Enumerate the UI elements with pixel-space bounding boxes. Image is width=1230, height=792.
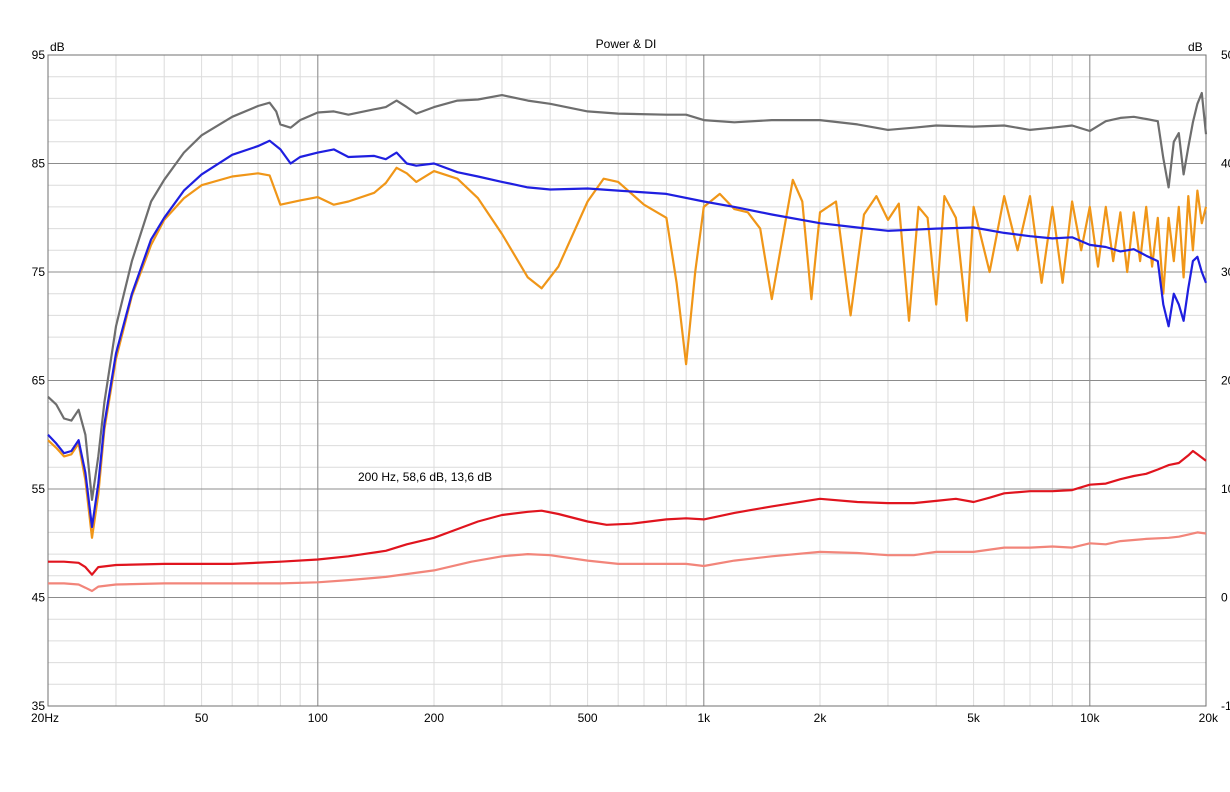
series-line-1 (47, 139, 1208, 529)
series-layer (47, 91, 1208, 593)
x-tick-label: 2k (814, 711, 828, 725)
x-tick-label: 200 (424, 711, 444, 725)
series-line-4 (48, 531, 1207, 593)
y-left-tick-label: 75 (32, 265, 46, 279)
plot-frame (47, 54, 1207, 707)
series-line-3 (48, 449, 1207, 576)
y-right-tick-label: 40 (1221, 157, 1230, 171)
x-tick-label: 1k (697, 711, 711, 725)
chart-title: Power & DI (596, 37, 657, 51)
tick-labels: 20Hz 50 100 200 500 1k 2k 5k 10k 20k3545556575859… (31, 48, 1230, 725)
y-right-tick-label: 30 (1221, 265, 1230, 279)
y-right-tick-label: 0 (1221, 591, 1228, 605)
x-tick-label: 5k (967, 711, 981, 725)
y-left-tick-label: 85 (32, 157, 46, 171)
x-tick-label: 100 (308, 711, 328, 725)
y-left-tick-label: 95 (32, 48, 46, 62)
y-left-tick-label: 35 (32, 699, 46, 713)
x-tick-label: 10k (1080, 711, 1100, 725)
y-right-tick-label: 50 (1221, 48, 1230, 62)
x-tick-label: 50 (195, 711, 209, 725)
series-line-0 (47, 91, 1208, 501)
x-tick-label: 500 (578, 711, 598, 725)
y-right-tick-label: 10 (1221, 482, 1230, 496)
series-line-2 (47, 166, 1208, 539)
y-left-tick-label: 45 (32, 591, 46, 605)
right-axis-unit: dB (1188, 40, 1203, 54)
y-left-tick-label: 65 (32, 374, 46, 388)
left-axis-unit: dB (50, 40, 65, 54)
y-right-tick-label: 20 (1221, 374, 1230, 388)
x-tick-label: 20k (1199, 711, 1219, 725)
cursor-readout: 200 Hz, 58,6 dB, 13,6 dB (358, 470, 492, 484)
x-tick-label: 20Hz (31, 711, 59, 725)
grid-major (47, 54, 1207, 707)
y-right-tick-label: -10 (1221, 699, 1230, 713)
y-left-tick-label: 55 (32, 482, 46, 496)
